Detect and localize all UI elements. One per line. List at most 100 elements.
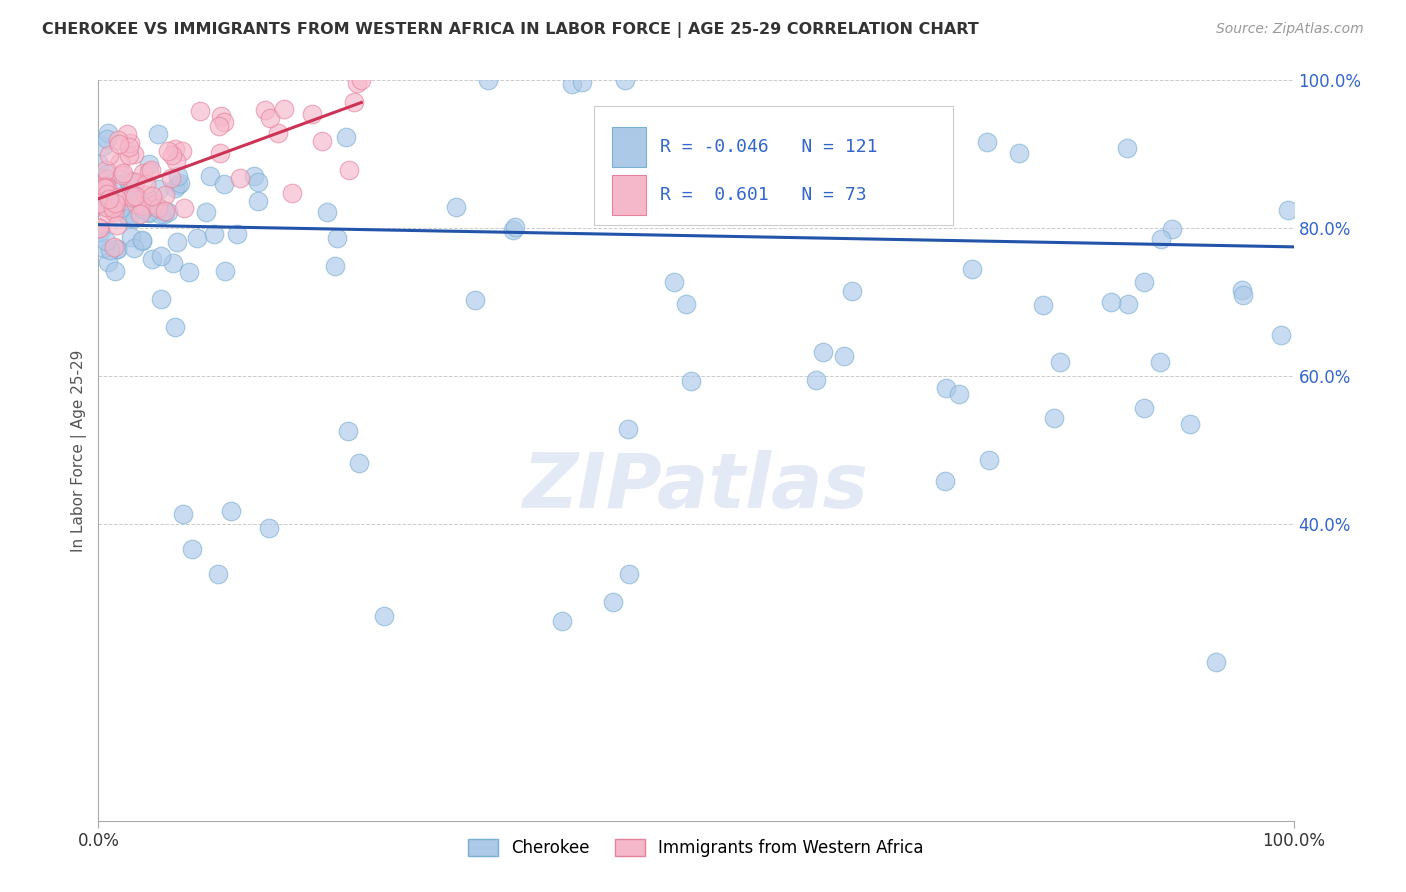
Point	[675, 297, 697, 311]
Point	[841, 285, 863, 299]
Point	[502, 223, 524, 237]
Point	[243, 169, 266, 184]
Point	[935, 381, 957, 395]
Point	[166, 169, 188, 183]
Point	[105, 219, 128, 233]
Point	[1150, 232, 1173, 246]
Point	[617, 567, 640, 582]
Point	[226, 227, 249, 241]
Text: ZIPatlas: ZIPatlas	[523, 450, 869, 524]
Point	[141, 252, 163, 266]
Point	[561, 78, 583, 92]
Point	[346, 76, 368, 90]
Point	[173, 201, 195, 215]
Point	[1132, 275, 1154, 289]
Point	[135, 187, 157, 202]
Point	[89, 179, 111, 194]
Point	[166, 235, 188, 249]
Point	[138, 197, 160, 211]
Point	[551, 614, 574, 628]
Point	[373, 608, 395, 623]
Point	[267, 126, 290, 140]
Point	[105, 243, 128, 257]
Point	[165, 143, 187, 157]
Point	[208, 120, 231, 134]
Point	[139, 162, 162, 177]
Point	[105, 191, 128, 205]
Point	[1043, 411, 1066, 425]
Point	[105, 242, 128, 256]
Point	[464, 293, 486, 308]
Point	[343, 95, 366, 110]
Point	[253, 103, 276, 117]
Point	[1149, 355, 1171, 369]
Point	[301, 107, 323, 121]
Point	[247, 175, 270, 189]
Point	[209, 145, 232, 160]
Point	[571, 75, 593, 89]
Point	[281, 186, 304, 200]
Text: R =  0.601   N = 73: R = 0.601 N = 73	[661, 186, 866, 204]
Point	[316, 205, 339, 219]
Text: Source: ZipAtlas.com: Source: ZipAtlas.com	[1216, 22, 1364, 37]
Point	[934, 474, 956, 488]
Point	[349, 456, 371, 470]
Point	[257, 521, 280, 535]
Point	[832, 349, 855, 363]
Point	[107, 133, 129, 147]
Point	[117, 211, 139, 226]
Point	[101, 175, 124, 189]
Point	[337, 162, 360, 177]
Point	[97, 192, 120, 206]
Point	[1132, 401, 1154, 416]
Point	[120, 229, 142, 244]
Point	[111, 168, 134, 182]
Point	[157, 145, 180, 159]
Point	[148, 182, 170, 196]
Point	[103, 205, 125, 219]
Point	[1008, 146, 1031, 161]
Point	[350, 73, 373, 87]
Point	[108, 137, 131, 152]
Point	[135, 177, 157, 191]
Point	[122, 241, 145, 255]
Point	[165, 154, 187, 169]
Point	[153, 187, 176, 202]
Point	[131, 199, 153, 213]
Bar	[613, 127, 645, 168]
Point	[1270, 328, 1292, 343]
Point	[165, 181, 187, 195]
Point	[214, 177, 236, 191]
Point	[311, 134, 333, 148]
Point	[202, 227, 225, 242]
Point	[273, 103, 295, 117]
Point	[325, 259, 347, 273]
Point	[1230, 283, 1253, 297]
Point	[214, 263, 236, 277]
Point	[121, 190, 143, 204]
Point	[132, 202, 155, 216]
Point	[117, 139, 139, 153]
Point	[121, 175, 143, 189]
Point	[117, 173, 139, 187]
Point	[132, 165, 155, 179]
FancyBboxPatch shape	[595, 106, 953, 225]
Point	[103, 240, 125, 254]
Point	[89, 225, 111, 239]
Point	[91, 139, 114, 153]
Point	[128, 193, 150, 207]
Point	[93, 180, 115, 194]
Point	[214, 115, 236, 129]
Point	[105, 198, 128, 212]
Point	[108, 154, 131, 169]
Point	[976, 135, 998, 149]
Point	[172, 145, 194, 159]
Point	[143, 197, 166, 211]
Point	[1116, 297, 1139, 311]
Point	[614, 73, 637, 87]
Point	[335, 129, 357, 144]
Point	[1277, 202, 1299, 217]
Point	[118, 148, 141, 162]
Point	[209, 109, 232, 123]
Point	[188, 103, 211, 118]
